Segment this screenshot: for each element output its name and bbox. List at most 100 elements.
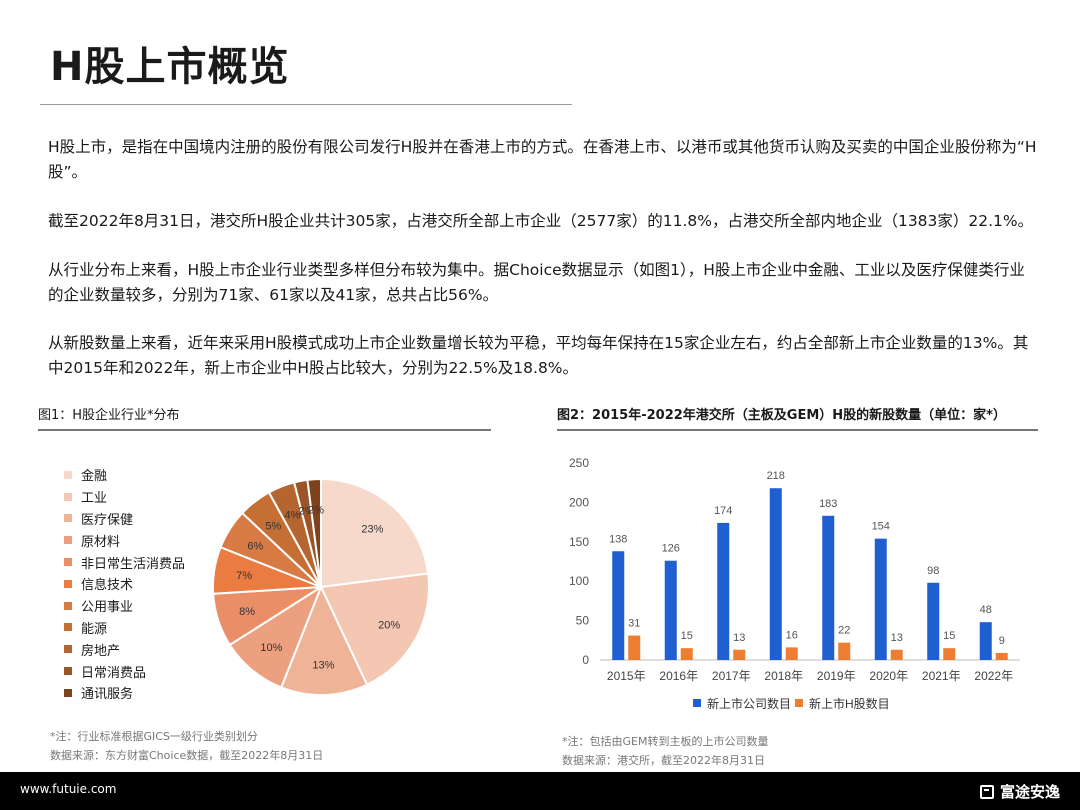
bar-new-h-shares xyxy=(995,652,1008,660)
pie-data-label: 13% xyxy=(312,660,334,672)
pie-legend-item: 房地产 xyxy=(64,638,185,660)
bar-data-label: 98 xyxy=(927,565,939,577)
pie-legend: 金融 工业 医疗保健 原材料 非日常生活消费品 信息技术 公用事业 能源 房地产 日常消费品 通讯服… xyxy=(64,464,185,704)
pie-data-label: 5% xyxy=(265,521,281,533)
paragraph-ipo-count: 从新股数量上来看，近年来采用H股模式成功上市企业数量增长较为平稳，平均每年保持在… xyxy=(48,334,1029,377)
bar-data-label: 9 xyxy=(999,635,1005,647)
bar-data-label: 15 xyxy=(943,630,955,642)
bar-new-h-shares xyxy=(680,648,693,660)
pie-slice xyxy=(306,477,322,588)
bar-new-h-shares xyxy=(733,649,746,660)
x-tick-label: 2019年 xyxy=(817,669,856,683)
x-tick-label: 2020年 xyxy=(869,669,908,683)
bar-data-label: 48 xyxy=(980,604,992,616)
pie-data-label: 4% xyxy=(284,510,300,522)
title-divider xyxy=(40,104,572,105)
legend-label: 工业 xyxy=(81,491,108,507)
x-tick-label: 2021年 xyxy=(922,669,961,683)
x-tick-label: 2018年 xyxy=(764,669,803,683)
bar-data-label: 218 xyxy=(767,470,785,482)
pie-slice xyxy=(320,477,430,589)
bar-data-label: 15 xyxy=(681,630,693,642)
y-tick-label: 50 xyxy=(576,614,590,628)
legend-swatch xyxy=(64,688,72,697)
y-tick-label: 150 xyxy=(569,535,589,549)
bar-chart: 0 50 100 150 200 250 2015年 138 31 2016年 126 15 2017年… xyxy=(569,456,1020,711)
legend-label: 日常消费品 xyxy=(81,665,147,681)
y-tick-label: 250 xyxy=(569,456,589,470)
bar-new-h-shares xyxy=(838,642,851,660)
legend-swatch xyxy=(64,601,72,610)
y-tick-label: 0 xyxy=(582,653,589,667)
bar-data-label: 13 xyxy=(733,632,745,644)
pie-data-label: 7% xyxy=(236,570,252,582)
legend-label: 通讯服务 xyxy=(81,687,134,703)
pie-slice xyxy=(319,572,430,687)
bar-new-listings xyxy=(822,515,835,660)
pie-legend-item: 日常消费品 xyxy=(64,660,185,682)
footer-brand-name: 富途安逸 xyxy=(999,783,1060,801)
figure2-note-gem: *注：包括由GEM转到主板的上市公司数量 xyxy=(562,735,769,748)
figure1-notes: *注：行业标准根据GICS一级行业类别划分 数据来源：东方财富Choice数据，… xyxy=(50,727,323,765)
legend-swatch xyxy=(64,579,72,588)
bar-new-h-shares xyxy=(785,647,798,660)
bar-legend-swatch xyxy=(693,699,701,707)
figure2-note-source: 数据来源：港交所，截至2022年8月31日 xyxy=(562,754,765,767)
bar-new-h-shares xyxy=(628,635,641,660)
pie-legend-item: 非日常生活消费品 xyxy=(64,551,185,573)
figure1-note-source: 数据来源：东方财富Choice数据，截至2022年8月31日 xyxy=(50,749,324,762)
pie-data-label: 23% xyxy=(361,524,383,536)
bar-new-listings xyxy=(769,488,782,660)
pie-chart: 23%20%13%10%8%7%6%5%4%2%2% xyxy=(212,477,430,696)
legend-swatch xyxy=(64,536,72,545)
paragraph-industry: 从行业分布上来看，H股上市企业行业类型多样但分布较为集中。据Choice数据显示… xyxy=(48,261,1025,304)
legend-label: 非日常生活消费品 xyxy=(81,556,186,572)
paragraph-definition: H股上市，是指在中国境内注册的股份有限公司发行H股并在香港上市的方式。在香港上市… xyxy=(48,138,1037,181)
page-title: H股上市概览 xyxy=(50,44,290,90)
legend-label: 金融 xyxy=(81,469,108,485)
pie-legend-item: 通讯服务 xyxy=(64,682,185,704)
pie-data-label: 10% xyxy=(260,642,282,654)
bar-data-label: 183 xyxy=(819,498,837,510)
figure1-divider xyxy=(38,429,491,431)
pie-legend-item: 能源 xyxy=(64,617,185,639)
futu-logo-icon xyxy=(979,784,994,799)
bar-data-label: 16 xyxy=(786,629,798,641)
y-tick-label: 200 xyxy=(569,495,589,509)
legend-swatch xyxy=(64,623,72,632)
legend-label: 原材料 xyxy=(81,534,121,550)
footer-bar: www.futuie.com 富途安逸 xyxy=(0,772,1080,810)
x-tick-label: 2015年 xyxy=(607,669,646,683)
legend-label: 医疗保健 xyxy=(81,512,134,528)
bar-data-label: 22 xyxy=(838,625,850,637)
bar-data-label: 13 xyxy=(891,632,903,644)
bar-legend-swatch xyxy=(795,699,803,707)
legend-swatch xyxy=(64,470,72,479)
x-tick-label: 2017年 xyxy=(712,669,751,683)
figure2-notes: *注：包括由GEM转到主板的上市公司数量 数据来源：港交所，截至2022年8月3… xyxy=(562,732,768,770)
footer-brand: 富途安逸 xyxy=(979,781,1060,802)
bar-data-label: 31 xyxy=(628,618,640,630)
pie-legend-item: 公用事业 xyxy=(64,595,185,617)
legend-swatch xyxy=(64,667,72,676)
figure2-title: 图2：2015年-2022年港交所（主板及GEM）H股的新股数量（单位：家*） xyxy=(557,408,1006,423)
bar-new-listings xyxy=(927,582,940,660)
bar-new-h-shares xyxy=(890,649,903,660)
y-tick-label: 100 xyxy=(569,574,589,588)
bar-new-listings xyxy=(874,538,887,660)
pie-data-label: 8% xyxy=(239,606,255,618)
bar-data-label: 138 xyxy=(609,533,627,545)
figure2-divider xyxy=(557,429,1038,431)
pie-legend-item: 工业 xyxy=(64,486,185,508)
figure1-note-industry: *注：行业标准根据GICS一级行业类别划分 xyxy=(50,730,258,743)
footer-url[interactable]: www.futuie.com xyxy=(20,782,117,796)
bar-new-listings xyxy=(979,622,992,660)
legend-swatch xyxy=(64,645,72,654)
pie-legend-item: 医疗保健 xyxy=(64,508,185,530)
bar-data-label: 126 xyxy=(662,543,680,555)
bar-new-listings xyxy=(717,522,730,660)
pie-data-label: 6% xyxy=(247,540,263,552)
bar-data-label: 154 xyxy=(872,521,890,533)
legend-swatch xyxy=(64,558,72,567)
legend-label: 能源 xyxy=(81,621,108,637)
